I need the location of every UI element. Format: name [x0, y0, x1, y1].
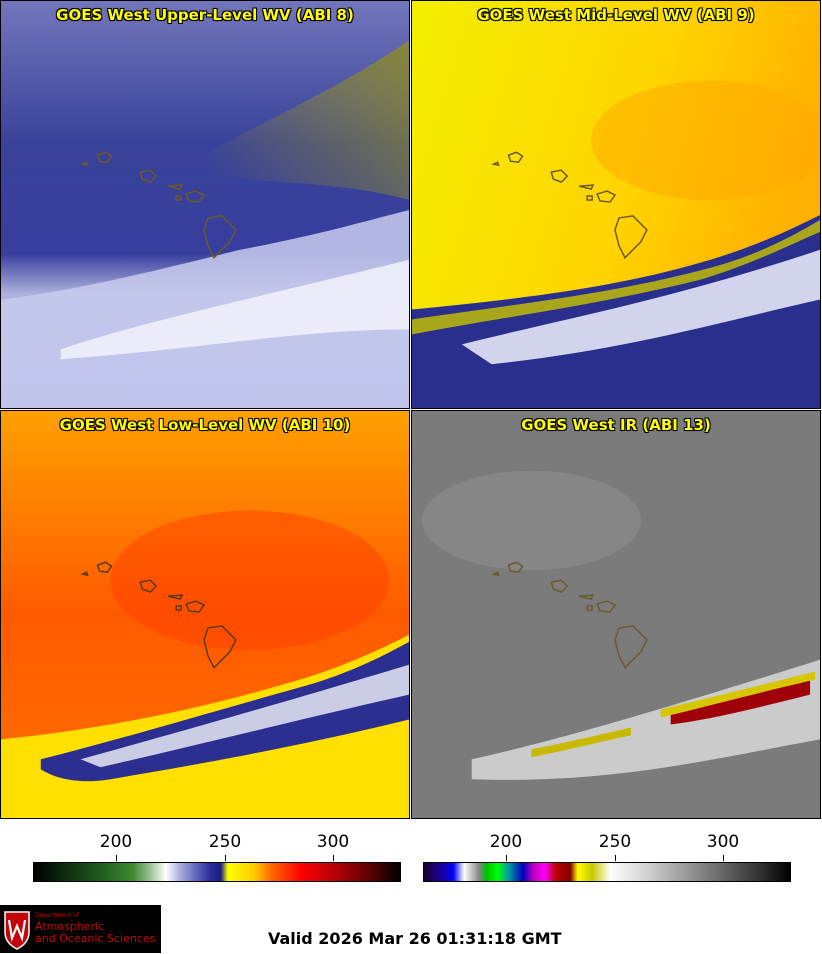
panel-ir: GOES West IR (ABI 13) — [411, 410, 821, 819]
panel-title: GOES West Mid-Level WV (ABI 9) — [477, 6, 755, 24]
upper-level-wv-image — [1, 1, 409, 408]
colorbar-right-tickmark — [723, 855, 724, 861]
panel-title: GOES West IR (ABI 13) — [521, 416, 711, 434]
logo-name-line1: Atmospheric — [35, 920, 105, 933]
colorbar-right-tick: 250 — [598, 832, 632, 852]
colorbar-left-tickmark — [116, 855, 117, 861]
colorbar-left-tickmark — [225, 855, 226, 861]
panel-low-level-wv: GOES West Low-Level WV (ABI 10) — [0, 410, 410, 819]
valid-time-label: Valid 2026 Mar 26 01:31:18 GMT — [268, 929, 562, 948]
colorbar-ir — [423, 862, 791, 882]
colorbar-left-tick: 250 — [208, 832, 242, 852]
uw-crest-icon — [4, 911, 30, 950]
colorbar-right-tick: 300 — [706, 832, 740, 852]
hawaii-outline — [491, 151, 648, 259]
panel-mid-level-wv: GOES West Mid-Level WV (ABI 9) — [411, 0, 821, 409]
ir-image — [412, 411, 820, 818]
colorbar-wv — [33, 862, 401, 882]
colorbar-right-tickmark — [506, 855, 507, 861]
colorbar-right-tick: 200 — [489, 832, 523, 852]
panel-title: GOES West Low-Level WV (ABI 10) — [59, 416, 351, 434]
logo-dept-text: Department of — [35, 912, 79, 919]
colorbar-left-tickmark — [333, 855, 334, 861]
panel-upper-level-wv: GOES West Upper-Level WV (ABI 8) — [0, 0, 410, 409]
colorbar-left-tick: 300 — [316, 832, 350, 852]
hawaii-outline — [491, 561, 648, 669]
aos-logo: Department of Atmospheric and Oceanic Sc… — [0, 905, 161, 953]
hawaii-outline — [80, 561, 237, 669]
hawaii-outline — [80, 151, 237, 259]
low-level-wv-image — [1, 411, 409, 818]
panel-title: GOES West Upper-Level WV (ABI 8) — [56, 6, 354, 24]
mid-level-wv-image — [412, 1, 820, 408]
colorbar-left-tick: 200 — [99, 832, 133, 852]
logo-name-line2: and Oceanic Sciences — [35, 932, 156, 945]
colorbar-right-tickmark — [615, 855, 616, 861]
